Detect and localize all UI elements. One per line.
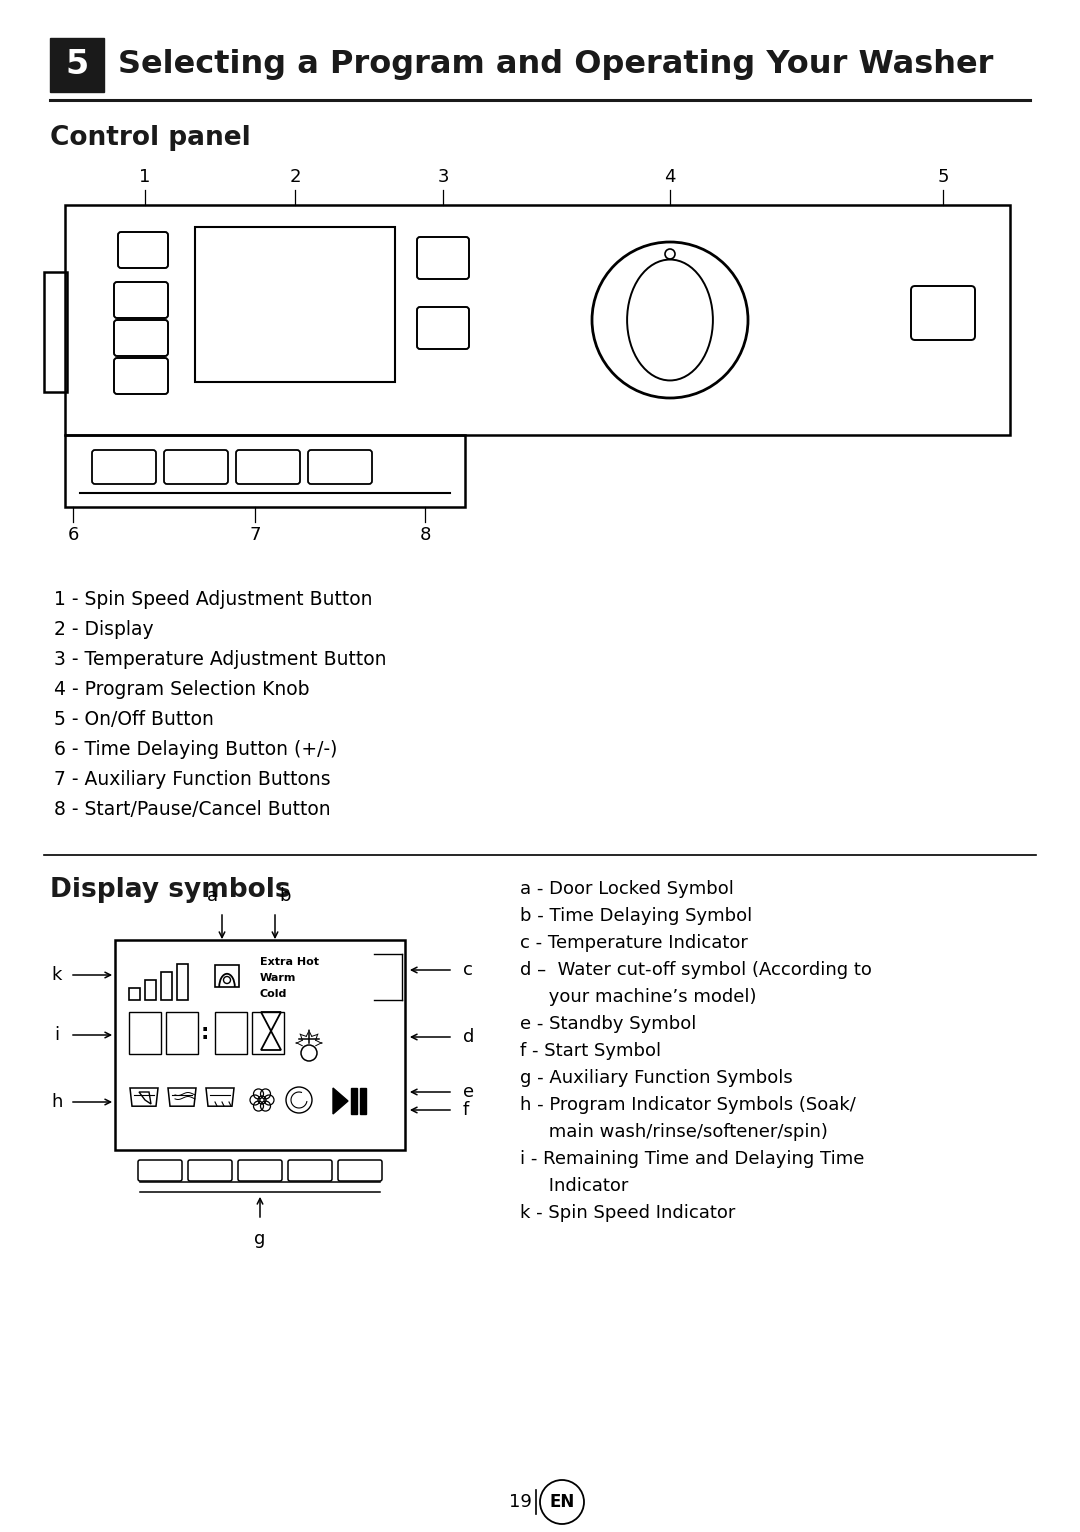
Text: Display symbols: Display symbols (50, 876, 291, 902)
Bar (129, 988, 140, 1000)
Bar (177, 964, 188, 1000)
Text: 7 - Auxiliary Function Buttons: 7 - Auxiliary Function Buttons (54, 771, 330, 789)
Text: h - Program Indicator Symbols (Soak/: h - Program Indicator Symbols (Soak/ (519, 1095, 855, 1114)
Text: e - Standby Symbol: e - Standby Symbol (519, 1016, 697, 1033)
Bar (360, 1088, 366, 1114)
Text: Cold: Cold (260, 990, 287, 999)
Bar (44, 273, 67, 392)
Bar (351, 1088, 357, 1114)
Text: b - Time Delaying Symbol: b - Time Delaying Symbol (519, 907, 753, 925)
Text: :: : (201, 1023, 210, 1043)
Text: f - Start Symbol: f - Start Symbol (519, 1042, 661, 1060)
Text: c - Temperature Indicator: c - Temperature Indicator (519, 935, 747, 951)
Bar (215, 965, 239, 987)
Text: i - Remaining Time and Delaying Time: i - Remaining Time and Delaying Time (519, 1151, 864, 1167)
Text: 5 - On/Off Button: 5 - On/Off Button (54, 709, 214, 729)
Text: your machine’s model): your machine’s model) (519, 988, 756, 1007)
Text: Warm: Warm (260, 973, 296, 984)
Text: 2 - Display: 2 - Display (54, 620, 153, 639)
Bar (161, 971, 172, 1000)
Text: 8: 8 (419, 525, 431, 544)
Text: a - Door Locked Symbol: a - Door Locked Symbol (519, 879, 734, 898)
Bar (166, 1013, 198, 1054)
Text: i: i (54, 1026, 59, 1043)
Text: d: d (463, 1028, 474, 1046)
Text: k - Spin Speed Indicator: k - Spin Speed Indicator (519, 1204, 735, 1223)
Bar (65, 205, 1010, 435)
Text: e: e (463, 1083, 474, 1102)
Text: EN: EN (550, 1494, 575, 1511)
Text: 1: 1 (139, 169, 151, 185)
Text: 3 - Temperature Adjustment Button: 3 - Temperature Adjustment Button (54, 650, 387, 669)
Text: 1 - Spin Speed Adjustment Button: 1 - Spin Speed Adjustment Button (54, 590, 373, 610)
Bar (145, 980, 156, 1000)
Bar (114, 941, 405, 1151)
Text: 6 - Time Delaying Button (+/-): 6 - Time Delaying Button (+/-) (54, 740, 337, 758)
Bar (65, 435, 465, 507)
Text: d –  Water cut-off symbol (According to: d – Water cut-off symbol (According to (519, 961, 872, 979)
Text: 5: 5 (937, 169, 948, 185)
Text: c: c (463, 961, 473, 979)
Text: 19: 19 (509, 1494, 532, 1511)
Text: k: k (52, 967, 63, 984)
Text: 4 - Program Selection Knob: 4 - Program Selection Knob (54, 680, 310, 699)
Text: a: a (206, 887, 217, 905)
Bar (252, 1013, 284, 1054)
Text: b: b (280, 887, 291, 905)
Text: Control panel: Control panel (50, 126, 251, 152)
Text: Selecting a Program and Operating Your Washer: Selecting a Program and Operating Your W… (118, 49, 994, 81)
Text: h: h (52, 1092, 63, 1111)
Bar (195, 227, 395, 381)
Text: Indicator: Indicator (519, 1177, 629, 1195)
Text: 6: 6 (67, 525, 79, 544)
Text: 2: 2 (289, 169, 300, 185)
Text: 4: 4 (664, 169, 676, 185)
Text: main wash/rinse/softener/spin): main wash/rinse/softener/spin) (519, 1123, 828, 1141)
Text: g - Auxiliary Function Symbols: g - Auxiliary Function Symbols (519, 1069, 793, 1088)
Text: f: f (463, 1102, 469, 1118)
Bar (129, 1013, 161, 1054)
Bar (50, 38, 104, 92)
Text: 8 - Start/Pause/Cancel Button: 8 - Start/Pause/Cancel Button (54, 800, 330, 820)
Polygon shape (333, 1088, 348, 1114)
Text: 3: 3 (437, 169, 449, 185)
Text: g: g (254, 1230, 266, 1249)
Text: 7: 7 (249, 525, 260, 544)
Text: Extra Hot: Extra Hot (260, 958, 319, 967)
Bar (215, 1013, 247, 1054)
Text: 5: 5 (66, 49, 89, 81)
